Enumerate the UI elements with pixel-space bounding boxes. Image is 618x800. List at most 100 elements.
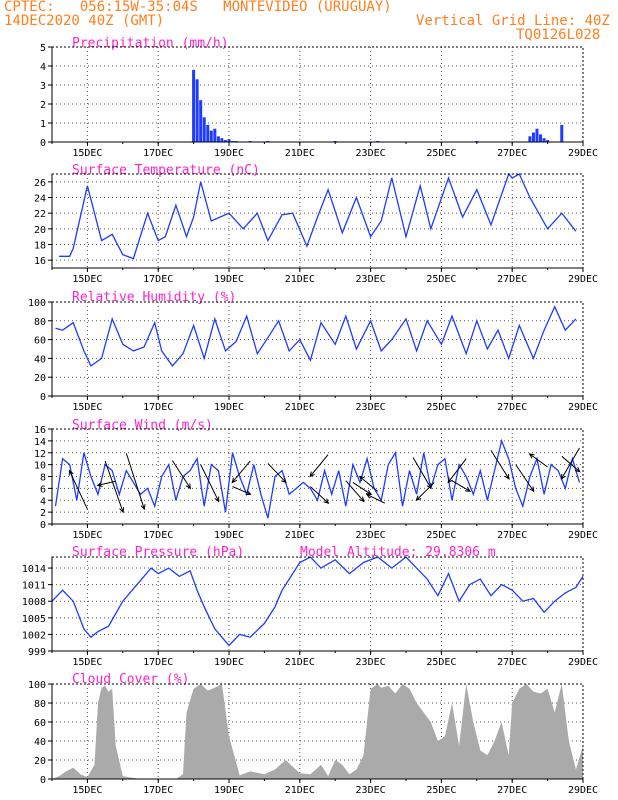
wind-arrow-head <box>323 498 330 504</box>
y-tick-label: 22 <box>34 209 46 220</box>
y-tick-label: 20 <box>34 756 46 767</box>
precip-bar <box>223 140 227 142</box>
wind-arrow-head <box>415 495 422 502</box>
wind-arrow <box>267 463 287 483</box>
y-tick-label: 16 <box>34 425 46 436</box>
y-tick-label: 6 <box>40 484 46 495</box>
precip-bar <box>192 69 196 142</box>
x-tick-label: 29DEC <box>568 785 598 796</box>
panel-title: Cloud Cover (%) <box>72 672 189 687</box>
panel-title: Surface Wind (m/s) <box>72 418 213 433</box>
precip-bar <box>202 117 206 142</box>
x-tick-label: 19DEC <box>214 530 244 541</box>
y-tick-label: 4 <box>40 62 46 73</box>
wind-arrow <box>561 455 581 473</box>
wind-arrow <box>490 450 510 480</box>
header-line-2: 14DEC2020 40Z (GMT) <box>4 13 165 29</box>
y-tick-label: 0 <box>40 138 46 149</box>
x-tick-label: 17DEC <box>143 148 173 159</box>
precip-bar <box>546 140 550 142</box>
panel-frame <box>51 46 584 143</box>
model-altitude-label: Model Altitude: 29.8306 m <box>300 545 496 560</box>
wind-arrow <box>310 486 329 504</box>
wind-arrow-head <box>185 483 191 490</box>
wind-arrow <box>68 470 88 510</box>
series-line <box>59 172 577 260</box>
wind-arrow <box>352 482 372 495</box>
wind-arrow <box>451 480 471 492</box>
x-tick-label: 25DEC <box>426 274 456 285</box>
panel-title: Surface Pressure (hPa) <box>72 545 244 560</box>
y-tick-label: 16 <box>34 256 46 267</box>
x-tick-label: 17DEC <box>143 785 173 796</box>
x-tick-label: 29DEC <box>568 148 598 159</box>
wind-arrow-head <box>214 496 220 503</box>
wind-arrow-head <box>358 475 365 482</box>
x-tick-label: 23DEC <box>356 274 386 285</box>
wind-arrow <box>412 457 432 489</box>
wind-arrow <box>345 480 365 502</box>
y-tick-label: 60 <box>34 336 46 347</box>
x-tick-label: 17DEC <box>143 657 173 668</box>
wind-arrow-head <box>426 483 432 490</box>
series-line <box>55 305 577 367</box>
x-tick-label: 15DEC <box>72 148 102 159</box>
x-tick-label: 21DEC <box>285 530 315 541</box>
wind-arrow <box>231 460 251 483</box>
precip-bar <box>542 138 546 142</box>
wind-arrow-head <box>529 486 535 493</box>
wind-arrow-head <box>309 471 315 478</box>
x-tick-label: 25DEC <box>426 402 456 413</box>
x-tick-label: 19DEC <box>214 274 244 285</box>
wind-arrow <box>561 447 580 480</box>
x-tick-label: 25DEC <box>426 657 456 668</box>
x-tick-label: 17DEC <box>143 530 173 541</box>
x-tick-label: 27DEC <box>497 657 527 668</box>
x-tick-label: 15DEC <box>72 274 102 285</box>
y-tick-label: 26 <box>34 178 46 189</box>
wind-arrow-head <box>281 477 287 484</box>
y-tick-label: 40 <box>34 354 46 365</box>
x-tick-label: 29DEC <box>568 530 598 541</box>
y-tick-label: 0 <box>40 520 46 531</box>
series-line <box>54 438 581 519</box>
x-tick-label: 27DEC <box>497 148 527 159</box>
y-tick-label: 80 <box>34 699 46 710</box>
wind-arrow-head <box>96 481 103 487</box>
y-tick-label: 20 <box>34 225 46 236</box>
panel-5: Cloud Cover (%) 0 20 40 60 80 100 15DEC 17DEC 19D… <box>28 672 598 796</box>
wind-arrow <box>200 464 220 502</box>
y-tick-label: 1008 <box>22 597 46 608</box>
panel-frame <box>51 301 584 397</box>
x-tick-label: 23DEC <box>356 402 386 413</box>
wind-arrow <box>104 460 124 513</box>
precip-bar <box>227 139 231 142</box>
x-tick-label: 25DEC <box>426 148 456 159</box>
panel-0: Precipitation (mm/h) 0 1 2 3 4 5 15DEC 17DEC 19DE… <box>40 36 598 159</box>
wind-arrow <box>125 453 145 510</box>
panel-frame <box>51 556 584 652</box>
y-tick-label: 4 <box>40 496 46 507</box>
wind-arrow <box>447 458 467 483</box>
y-tick-label: 1 <box>40 119 46 130</box>
y-tick-label: 2 <box>40 100 46 111</box>
x-tick-label: 21DEC <box>285 402 315 413</box>
wind-arrow <box>309 454 329 477</box>
wind-arrow-head <box>140 504 146 511</box>
precip-bar <box>535 128 539 142</box>
wind-arrow-head <box>528 453 535 459</box>
y-tick-label: 20 <box>34 373 46 384</box>
x-tick-label: 27DEC <box>497 530 527 541</box>
x-tick-label: 29DEC <box>568 402 598 413</box>
x-tick-label: 23DEC <box>356 148 386 159</box>
precip-bar <box>528 136 532 142</box>
wind-arrow-head <box>245 490 252 496</box>
x-tick-label: 27DEC <box>497 785 527 796</box>
x-tick-label: 23DEC <box>356 530 386 541</box>
x-tick-label: 19DEC <box>214 402 244 413</box>
wind-arrow <box>366 493 385 504</box>
y-tick-label: 24 <box>34 194 46 205</box>
precip-bar <box>539 134 543 142</box>
y-tick-label: 2 <box>40 508 46 519</box>
